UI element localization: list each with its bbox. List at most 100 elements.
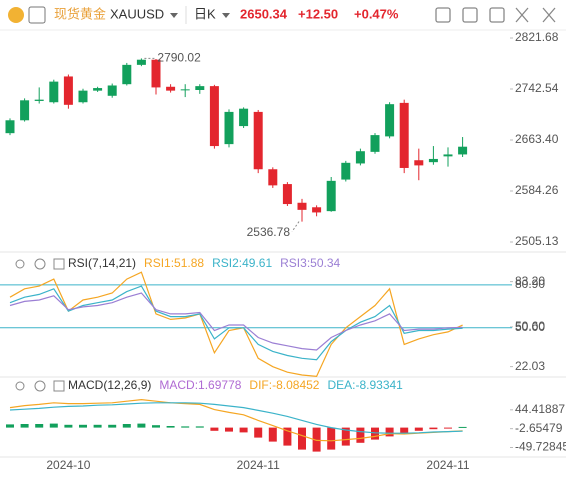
y-tick-label: 2821.68 [515, 30, 559, 44]
candle-body [63, 76, 73, 105]
y-tick-label: 83.20 [515, 274, 545, 288]
y-tick-label: 2663.40 [515, 132, 559, 146]
candle-body [326, 180, 336, 212]
macd-bar [312, 427, 321, 452]
candle-body [107, 85, 117, 96]
price-change-pct: +0.47% [354, 6, 399, 21]
macd-bar [20, 424, 29, 428]
low-label: 2536.78 [247, 225, 291, 239]
toolbar [0, 0, 566, 30]
symbol-icon [8, 7, 24, 23]
candle-body [385, 104, 395, 137]
dropdown-arrow[interactable] [170, 13, 178, 18]
level-label: 50.00 [515, 320, 545, 334]
candle-body [180, 89, 190, 91]
low-pointer [291, 221, 300, 232]
candle-body [49, 81, 59, 103]
candle-body [458, 146, 468, 155]
settings-icon[interactable] [34, 258, 46, 270]
macd-line [9, 402, 463, 434]
indicator-title: MACD(12,26,9) [68, 378, 151, 392]
macd-bar [79, 424, 87, 428]
y-tick-label: 22.03 [515, 359, 545, 373]
rsi-line [9, 285, 463, 361]
macd-bar [356, 427, 365, 443]
price-change: +12.50 [298, 6, 338, 21]
macd-bar [298, 427, 306, 450]
dropdown-arrow[interactable] [222, 13, 230, 18]
macd-bar [64, 424, 73, 428]
y-tick-label: -49.72845 [515, 440, 566, 454]
candle-body [78, 90, 88, 103]
toolbar-icons[interactable] [435, 7, 556, 23]
macd-bar [166, 426, 175, 428]
candle-body [93, 88, 103, 91]
candle-body [399, 102, 409, 168]
candle-body [341, 162, 351, 180]
add-icon[interactable] [53, 380, 65, 392]
candle-body [166, 86, 176, 91]
candle-body [151, 59, 161, 88]
legend-entry: RSI2:49.61 [212, 256, 272, 270]
legend-entry: MACD:1.69778 [159, 378, 241, 392]
macd-bar [195, 426, 204, 428]
macd-bar [414, 427, 423, 431]
candle-body [428, 158, 438, 163]
candle-body [268, 169, 278, 186]
period[interactable]: 日K [194, 6, 216, 21]
symbol-code[interactable]: XAUUSD [110, 6, 164, 21]
close-icon[interactable] [542, 7, 556, 23]
legend-entry: RSI3:50.34 [280, 256, 340, 270]
candle-body [239, 108, 249, 127]
indicator-icon[interactable] [462, 7, 478, 23]
macd-bar [371, 427, 379, 440]
candle-body [312, 207, 322, 213]
macd-bar [400, 427, 409, 434]
macd-bar [108, 424, 117, 428]
candle-body [20, 100, 30, 121]
macd-bar [225, 427, 233, 432]
visibility-icon[interactable] [15, 381, 25, 391]
x-tick-label: 2024-11 [426, 458, 469, 472]
x-tick-label: 2024-10 [46, 458, 90, 472]
y-tick-label: 2742.54 [515, 81, 559, 95]
candle-body [355, 151, 365, 164]
macd-bar [429, 427, 438, 430]
high-label: 2790.02 [157, 51, 201, 65]
last-price: 2650.34 [240, 6, 288, 21]
settings-icon[interactable] [34, 380, 46, 392]
indicator-title: RSI(7,14,21) [68, 256, 136, 270]
y-tick-label: 44.41887 [515, 402, 565, 416]
x-tick-label: 2024-11 [237, 458, 280, 472]
macd-bar [341, 427, 350, 446]
legend-entry: RSI1:51.88 [144, 256, 204, 270]
macd-bar [181, 426, 190, 428]
y-tick-label: 2505.13 [515, 234, 559, 248]
candle-body [414, 160, 424, 166]
candle-body [5, 120, 15, 134]
macd-bar [254, 427, 263, 438]
y-tick-label: -2.65479 [515, 421, 563, 435]
candle-body [253, 111, 263, 170]
candle-body [195, 86, 205, 90]
macd-bar [93, 424, 102, 428]
symbol-name[interactable]: 现货黄金 [54, 6, 106, 21]
y-tick-label: 2584.26 [515, 183, 559, 197]
level-label: 80.90 [515, 277, 545, 291]
candle-body [209, 86, 219, 147]
macd-bar [35, 424, 44, 428]
macd-bar [239, 427, 248, 433]
symbol-badge [28, 6, 46, 24]
candle-body [370, 135, 380, 152]
fullscreen-icon[interactable] [515, 7, 529, 23]
draw-icon[interactable] [435, 7, 451, 23]
add-icon[interactable] [53, 258, 65, 270]
visibility-icon[interactable] [15, 259, 25, 269]
candle-body [224, 111, 234, 145]
rsi-line [9, 271, 463, 378]
legend-entry: DIF:-8.08452 [249, 378, 319, 392]
macd-bar [458, 426, 467, 428]
macd-bar [137, 423, 146, 428]
compare-icon[interactable] [489, 7, 505, 23]
